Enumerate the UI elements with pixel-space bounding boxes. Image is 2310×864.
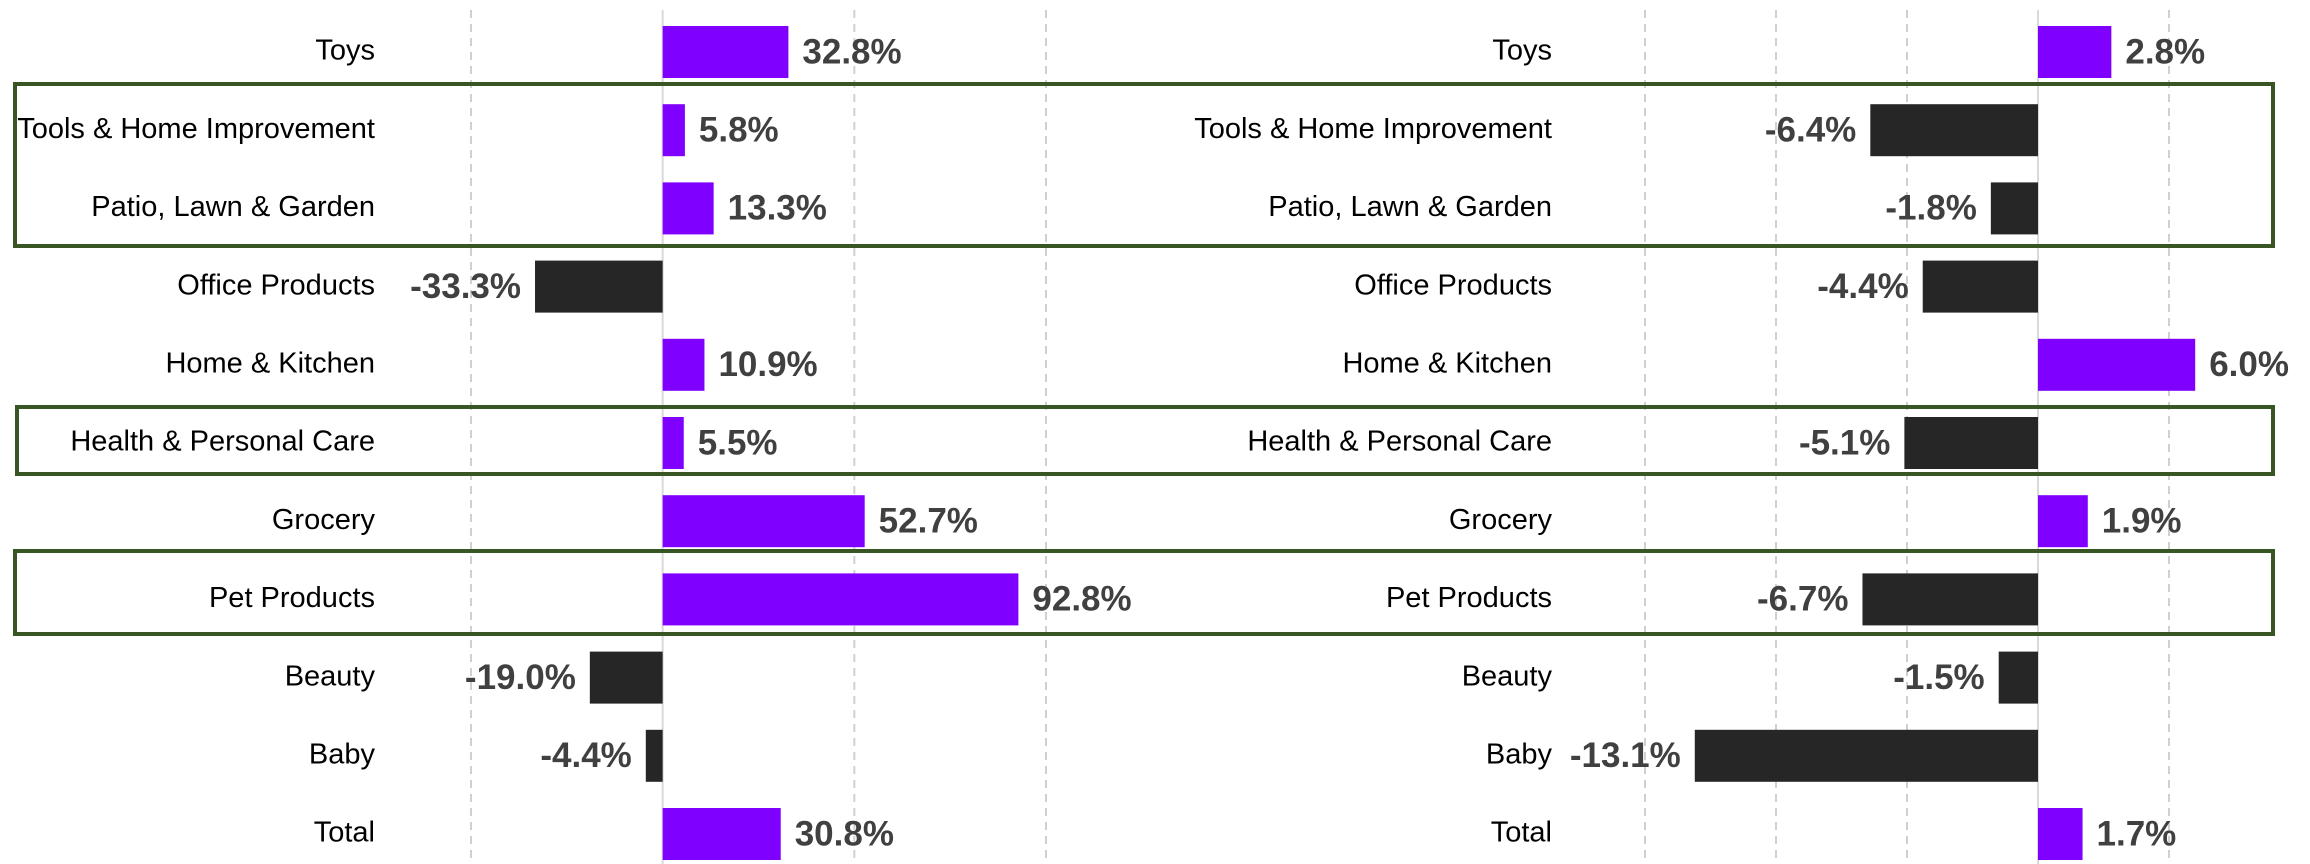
category-label: Office Products: [177, 269, 375, 301]
bar: [2038, 495, 2088, 548]
category-label: Grocery: [272, 504, 376, 536]
value-label: 1.7%: [2097, 814, 2177, 853]
bar: [1904, 417, 2038, 469]
value-label: -33.3%: [410, 267, 521, 306]
bar: [662, 573, 1019, 626]
category-label: Patio, Lawn & Garden: [91, 191, 375, 223]
value-label: -19.0%: [465, 658, 576, 697]
value-label: -13.1%: [1570, 736, 1681, 775]
value-label: 1.9%: [2102, 501, 2182, 540]
category-label: Toys: [1492, 35, 1552, 67]
value-label: -1.5%: [1893, 658, 1984, 697]
category-label: Tools & Home Improvement: [17, 113, 375, 145]
bar: [1990, 182, 2038, 235]
value-label: 52.7%: [879, 501, 978, 540]
category-label: Beauty: [1462, 660, 1553, 692]
category-label: Health & Personal Care: [70, 426, 375, 458]
value-label: -6.7%: [1757, 580, 1848, 619]
bar: [662, 182, 714, 235]
bar: [662, 495, 865, 548]
value-label: -1.8%: [1885, 189, 1976, 228]
value-label: 6.0%: [2209, 345, 2289, 384]
bar: [1862, 573, 2038, 626]
bar: [662, 417, 684, 469]
bar: [535, 260, 663, 313]
value-label: -5.1%: [1799, 423, 1890, 462]
value-label: 5.5%: [698, 423, 778, 462]
bar: [2038, 338, 2196, 391]
category-label: Office Products: [1354, 269, 1552, 301]
bar: [662, 808, 781, 860]
bar: [1922, 260, 2038, 313]
highlight-box: [15, 405, 2275, 476]
value-label: -4.4%: [540, 736, 631, 775]
value-label: 5.8%: [699, 110, 779, 149]
category-label: Home & Kitchen: [165, 347, 375, 379]
value-label: 30.8%: [795, 814, 894, 853]
category-label: Pet Products: [209, 582, 375, 614]
bar: [1694, 729, 2038, 782]
bar: [662, 26, 789, 78]
category-label: Baby: [309, 738, 376, 770]
bar: [662, 338, 705, 391]
category-label: Toys: [315, 35, 375, 67]
category-label: Beauty: [285, 660, 376, 692]
category-label: Home & Kitchen: [1342, 347, 1552, 379]
highlight-box: [13, 549, 2275, 636]
value-label: 13.3%: [728, 189, 827, 228]
category-label: Tools & Home Improvement: [1194, 113, 1552, 145]
category-label: Patio, Lawn & Garden: [1268, 191, 1552, 223]
value-label: -4.4%: [1817, 267, 1908, 306]
bar: [1870, 104, 2038, 157]
category-label: Health & Personal Care: [1247, 426, 1552, 458]
bar: [662, 104, 685, 157]
marks: Toys 32.8% Tools & Home Improvement 5.8% Pat…: [17, 26, 2289, 860]
value-label: 32.8%: [802, 32, 901, 71]
bar: [2038, 808, 2083, 860]
category-label: Grocery: [1449, 504, 1553, 536]
bar: [1998, 651, 2038, 704]
category-label: Baby: [1486, 738, 1553, 770]
value-label: 10.9%: [718, 345, 817, 384]
bar: [589, 651, 663, 704]
highlight-box: [13, 82, 2275, 248]
category-label: Total: [314, 817, 375, 849]
value-label: 92.8%: [1032, 580, 1131, 619]
bar: [645, 729, 663, 782]
value-label: 2.8%: [2125, 32, 2205, 71]
category-label: Pet Products: [1386, 582, 1552, 614]
category-label: Total: [1491, 817, 1552, 849]
bar: [2038, 26, 2112, 78]
value-label: -6.4%: [1765, 110, 1856, 149]
